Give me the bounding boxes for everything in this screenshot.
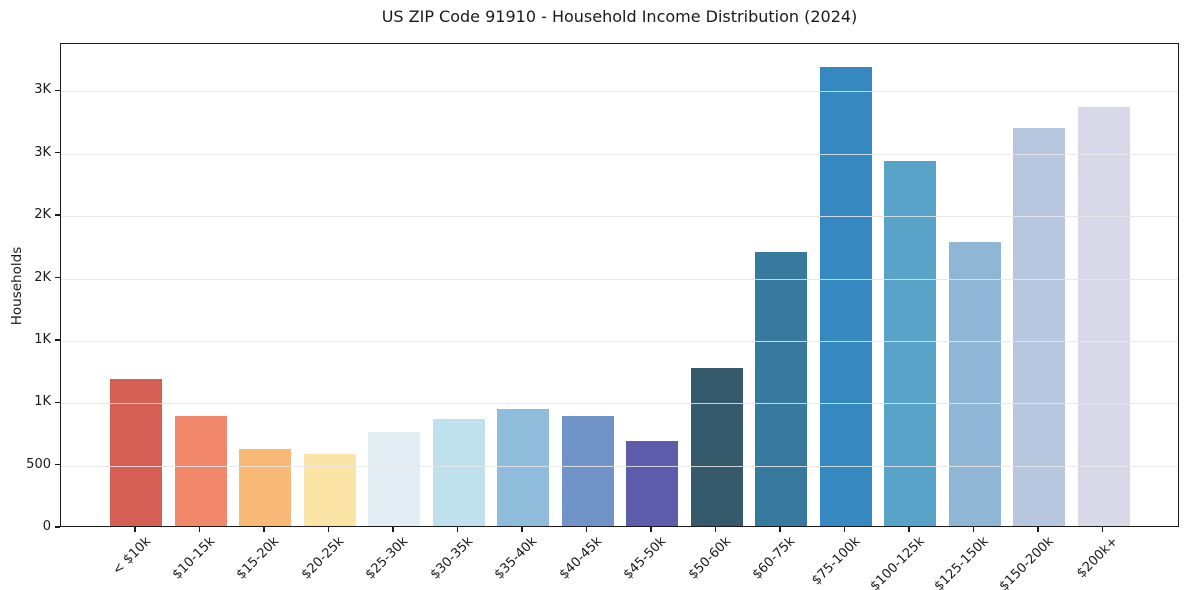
gridline-500 [61, 465, 1178, 467]
bar-$150-200k [1013, 128, 1065, 526]
plot-area [60, 43, 1179, 527]
x-tick-label: $20-25k [298, 534, 348, 583]
x-tick-mark [198, 527, 201, 532]
gridline-3000 [61, 153, 1178, 155]
bar-$25-30k [368, 432, 420, 526]
bar-$200k+ [1077, 106, 1130, 526]
chart-title: US ZIP Code 91910 - Household Income Dis… [381, 7, 858, 26]
x-tick-label: $150-200k [996, 534, 1057, 590]
gridline-3500 [61, 91, 1178, 93]
x-tick-label: $100-125k [867, 534, 928, 590]
y-tick-mark [55, 526, 60, 528]
gridline-1000 [61, 403, 1178, 405]
x-tick-label: $75-100k [808, 534, 864, 589]
x-tick-label: $25-30k [363, 534, 412, 583]
y-tick-mark [55, 463, 60, 466]
x-tick-mark [456, 527, 459, 532]
bar-$125-150k [948, 241, 1001, 526]
y-tick-mark [55, 276, 60, 279]
x-tick-label: $60-75k [750, 534, 799, 583]
x-tick-mark [134, 527, 136, 532]
x-tick-mark [972, 527, 975, 532]
y-tick-label: 500 [26, 456, 51, 472]
bar-$10-15k [174, 415, 227, 526]
y-tick-mark [55, 152, 60, 154]
y-tick-label: 3K [34, 82, 51, 98]
y-tick-mark [55, 339, 60, 341]
x-tick-mark [263, 527, 265, 532]
bar-$75-100k [819, 66, 872, 526]
x-tick-mark [1101, 527, 1104, 532]
x-tick-mark [779, 527, 781, 532]
x-tick-label: $15-20k [234, 534, 283, 583]
x-tick-label: $125-150k [931, 534, 993, 590]
x-tick-mark [650, 527, 652, 532]
x-tick-label: $10-15k [169, 534, 219, 583]
x-tick-mark [585, 527, 588, 532]
bar-$50-60k [690, 368, 743, 526]
x-tick-label: $200k+ [1074, 534, 1122, 582]
x-tick-mark [714, 527, 717, 532]
bar-$40-45k [561, 415, 614, 526]
bar-$100-125k [884, 160, 936, 526]
gridline-2500 [61, 216, 1178, 218]
y-tick-label: 2K [34, 207, 51, 223]
gridline-1500 [61, 340, 1178, 342]
x-tick-label: $30-35k [427, 534, 477, 583]
bar-$20-25k [303, 453, 356, 526]
bar-$60-75k [755, 252, 807, 526]
x-tick-mark [521, 527, 523, 532]
y-axis-label: Households [9, 246, 25, 326]
x-tick-label: $45-50k [621, 534, 670, 583]
x-tick-mark [1037, 527, 1039, 532]
y-tick-label: 3K [34, 144, 51, 160]
x-tick-mark [327, 527, 330, 532]
x-tick-mark [843, 527, 846, 532]
x-tick-mark [392, 527, 394, 532]
y-tick-mark [55, 89, 60, 92]
y-tick-mark [55, 214, 60, 216]
bar-< $10k [110, 378, 162, 526]
y-tick-label: 1K [34, 394, 51, 410]
bar-$45-50k [626, 441, 678, 526]
bar-$35-40k [497, 408, 549, 526]
x-tick-mark [908, 527, 910, 532]
bar-$30-35k [432, 419, 485, 526]
x-tick-label: $50-60k [685, 534, 735, 583]
y-tick-label: 1K [34, 331, 51, 347]
x-tick-label: $35-40k [492, 534, 541, 583]
y-tick-label: 0 [42, 519, 51, 534]
gridline-2000 [61, 278, 1178, 280]
y-tick-label: 2K [34, 269, 51, 285]
x-tick-label: $40-45k [556, 534, 606, 583]
bar-$15-20k [239, 448, 291, 526]
y-tick-mark [55, 401, 60, 403]
x-tick-label: < $10k [109, 534, 154, 579]
